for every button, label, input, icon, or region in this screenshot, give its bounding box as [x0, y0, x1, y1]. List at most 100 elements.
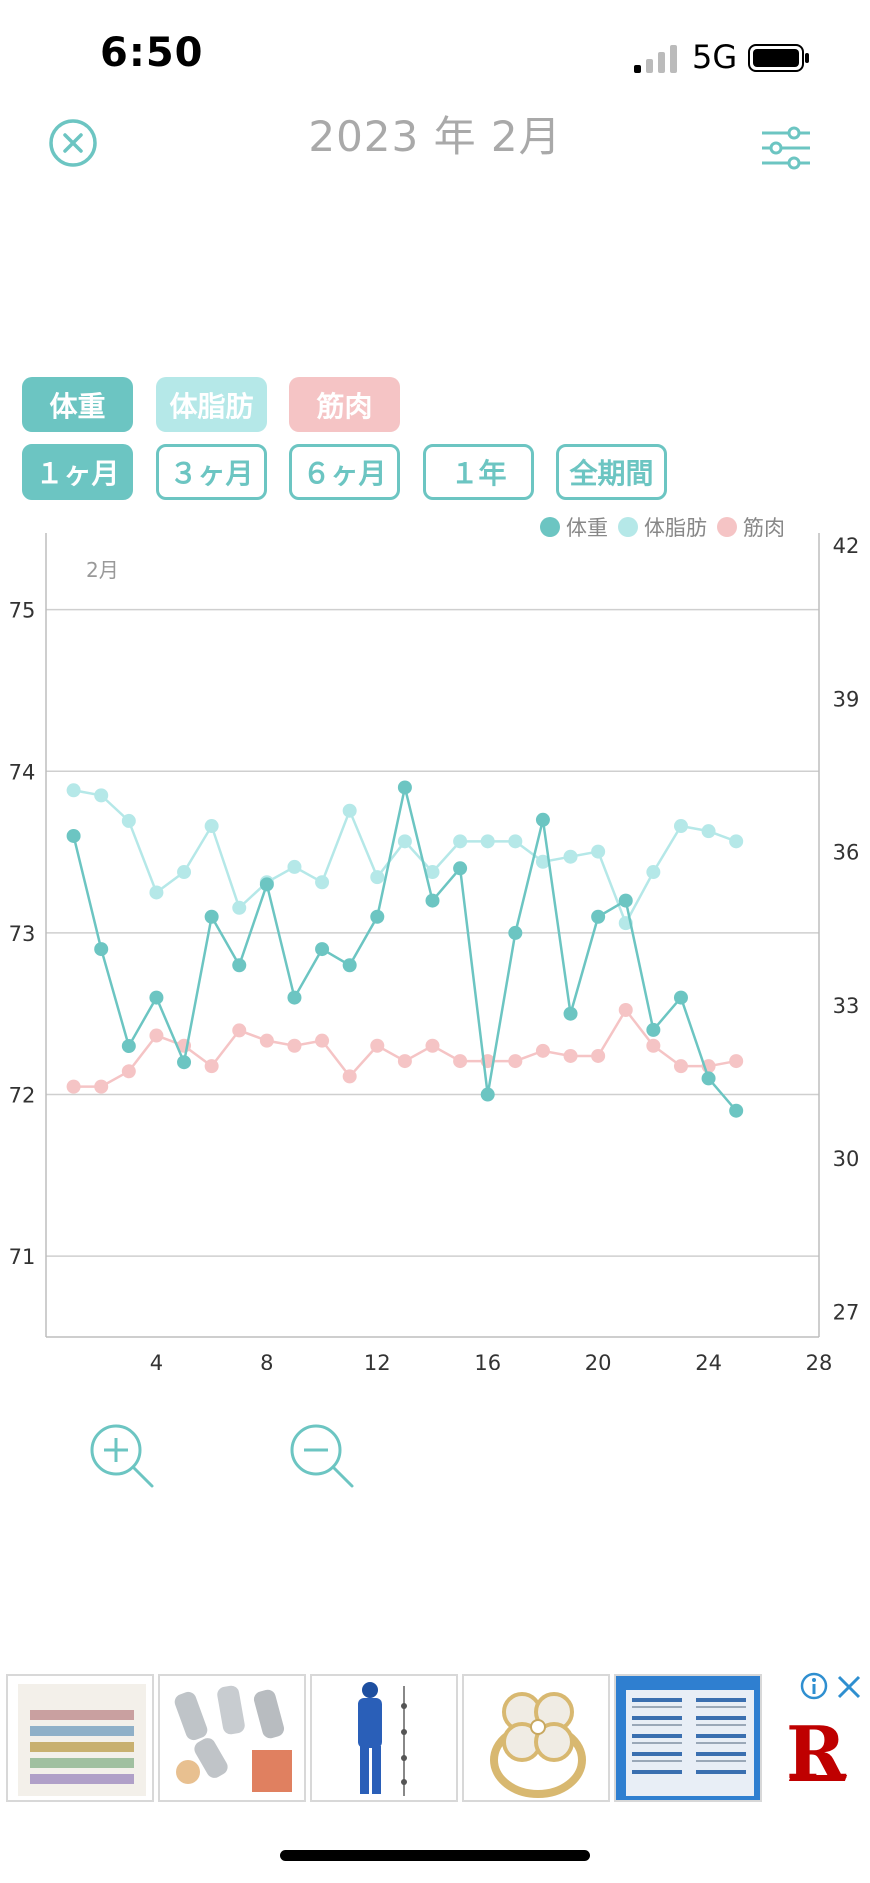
data-point[interactable] [232, 958, 247, 973]
data-point[interactable] [287, 1038, 302, 1053]
ad-close-icon[interactable] [836, 1674, 862, 1700]
ad-brand-logo-bar [788, 1775, 848, 1781]
ad-info-icon[interactable] [800, 1672, 828, 1700]
ad-product-image[interactable] [158, 1674, 306, 1802]
y-tick-label-left: 73 [9, 922, 36, 946]
x-tick-label: 8 [260, 1351, 273, 1370]
metric-muscle-button[interactable]: 筋肉 [289, 377, 400, 432]
data-point[interactable] [232, 900, 247, 915]
data-point[interactable] [646, 1038, 661, 1053]
data-point[interactable] [591, 844, 606, 859]
legend-dot [717, 517, 737, 537]
data-point[interactable] [149, 885, 164, 900]
data-point[interactable] [673, 1059, 688, 1074]
data-point[interactable] [204, 819, 219, 834]
data-point[interactable] [370, 1038, 385, 1053]
data-point[interactable] [729, 1054, 744, 1069]
data-point[interactable] [563, 1006, 578, 1021]
period-6-months-button[interactable]: ６ヶ月 [289, 444, 400, 500]
data-point[interactable] [425, 1038, 440, 1053]
data-point[interactable] [535, 812, 550, 827]
data-point[interactable] [563, 1048, 578, 1063]
data-point[interactable] [591, 909, 606, 924]
data-point[interactable] [66, 1079, 81, 1094]
data-point[interactable] [66, 783, 81, 798]
data-point[interactable] [94, 1079, 109, 1094]
data-point[interactable] [94, 788, 109, 803]
data-point[interactable] [646, 865, 661, 880]
data-point[interactable] [177, 865, 192, 880]
weight-chart[interactable]: 75 74 73 72 71 42 39 36 33 30 27 4 8 12 16 20 24 28 2月 [0, 530, 870, 1370]
zoom-out-icon[interactable] [288, 1422, 358, 1492]
ad-product-image[interactable] [310, 1674, 458, 1802]
legend-dot [540, 517, 560, 537]
data-point[interactable] [287, 990, 302, 1005]
data-point[interactable] [508, 1054, 523, 1069]
data-point[interactable] [315, 942, 330, 957]
ad-brand-logo[interactable]: R [786, 1710, 846, 1795]
ad-product-image[interactable] [462, 1674, 610, 1802]
ad-product-image[interactable] [6, 1674, 154, 1802]
data-point[interactable] [591, 1048, 606, 1063]
data-point[interactable] [177, 1055, 192, 1070]
period-3-months-button[interactable]: ３ヶ月 [156, 444, 267, 500]
data-point[interactable] [149, 990, 164, 1005]
metric-body-fat-button[interactable]: 体脂肪 [156, 377, 267, 432]
data-point[interactable] [646, 1022, 661, 1037]
period-1-year-button[interactable]: １年 [423, 444, 534, 500]
data-point[interactable] [121, 1064, 136, 1079]
data-point[interactable] [508, 834, 523, 849]
data-point[interactable] [315, 875, 330, 890]
close-icon[interactable] [48, 118, 98, 168]
data-point[interactable] [397, 780, 412, 795]
data-point[interactable] [535, 1043, 550, 1058]
legend-item-muscle: 筋肉 [717, 512, 785, 542]
data-point[interactable] [315, 1033, 330, 1048]
data-point[interactable] [397, 834, 412, 849]
data-point[interactable] [701, 1071, 716, 1086]
data-point[interactable] [94, 942, 109, 957]
data-point[interactable] [729, 1103, 744, 1118]
metric-weight-button[interactable]: 体重 [22, 377, 133, 432]
data-point[interactable] [480, 1087, 495, 1102]
data-point[interactable] [287, 859, 302, 874]
data-point[interactable] [453, 834, 468, 849]
data-point[interactable] [618, 1002, 633, 1017]
cookware-image [174, 1685, 292, 1792]
data-point[interactable] [342, 1069, 357, 1084]
data-point[interactable] [66, 828, 81, 843]
zoom-in-icon[interactable] [88, 1422, 158, 1492]
data-point[interactable] [508, 925, 523, 940]
data-point[interactable] [259, 1033, 274, 1048]
x-tick-label: 20 [585, 1351, 612, 1370]
data-point[interactable] [453, 1054, 468, 1069]
data-point[interactable] [453, 861, 468, 876]
filter-settings-icon[interactable] [760, 126, 812, 170]
data-point[interactable] [342, 958, 357, 973]
data-point[interactable] [563, 849, 578, 864]
data-point[interactable] [425, 865, 440, 880]
period-all-button[interactable]: 全期間 [556, 444, 667, 500]
data-point[interactable] [535, 854, 550, 869]
data-point[interactable] [342, 803, 357, 818]
data-point[interactable] [370, 909, 385, 924]
data-point[interactable] [121, 1039, 136, 1054]
data-point[interactable] [480, 834, 495, 849]
data-point[interactable] [149, 1028, 164, 1043]
data-point[interactable] [204, 1059, 219, 1074]
data-point[interactable] [425, 893, 440, 908]
data-point[interactable] [232, 1023, 247, 1038]
data-point[interactable] [673, 819, 688, 834]
data-point[interactable] [701, 824, 716, 839]
data-point[interactable] [370, 870, 385, 885]
period-1-month-button[interactable]: １ヶ月 [22, 444, 133, 500]
data-point[interactable] [204, 909, 219, 924]
data-point[interactable] [618, 893, 633, 908]
data-point[interactable] [121, 813, 136, 828]
ad-product-image[interactable] [614, 1674, 762, 1802]
y-tick-label-right: 33 [833, 994, 860, 1018]
data-point[interactable] [729, 834, 744, 849]
data-point[interactable] [673, 990, 688, 1005]
data-point[interactable] [397, 1054, 412, 1069]
data-point[interactable] [259, 877, 274, 892]
